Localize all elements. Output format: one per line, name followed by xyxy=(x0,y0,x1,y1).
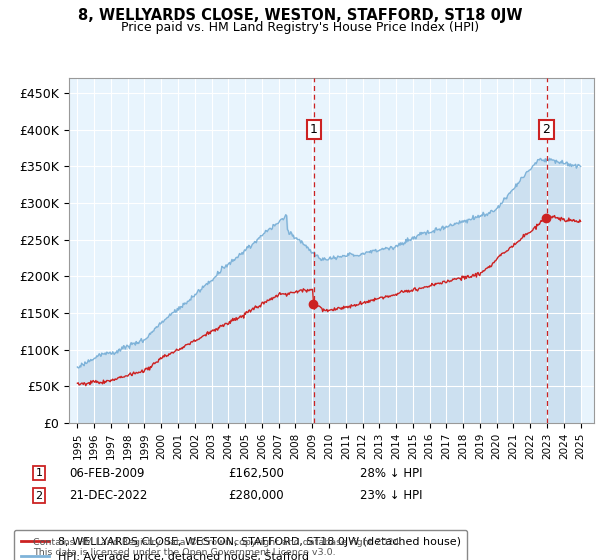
Text: £280,000: £280,000 xyxy=(228,489,284,502)
Text: 1: 1 xyxy=(35,468,43,478)
Text: 23% ↓ HPI: 23% ↓ HPI xyxy=(360,489,422,502)
Text: 2: 2 xyxy=(35,491,43,501)
Text: 28% ↓ HPI: 28% ↓ HPI xyxy=(360,466,422,480)
Text: 1: 1 xyxy=(310,123,317,136)
Text: 06-FEB-2009: 06-FEB-2009 xyxy=(69,466,145,480)
Text: £162,500: £162,500 xyxy=(228,466,284,480)
Text: 8, WELLYARDS CLOSE, WESTON, STAFFORD, ST18 0JW: 8, WELLYARDS CLOSE, WESTON, STAFFORD, ST… xyxy=(78,8,522,24)
Text: Price paid vs. HM Land Registry's House Price Index (HPI): Price paid vs. HM Land Registry's House … xyxy=(121,21,479,34)
Text: 21-DEC-2022: 21-DEC-2022 xyxy=(69,489,148,502)
Legend: 8, WELLYARDS CLOSE, WESTON, STAFFORD, ST18 0JW (detached house), HPI: Average pr: 8, WELLYARDS CLOSE, WESTON, STAFFORD, ST… xyxy=(14,530,467,560)
Text: Contains HM Land Registry data © Crown copyright and database right 2024.
This d: Contains HM Land Registry data © Crown c… xyxy=(33,538,403,557)
Text: 2: 2 xyxy=(542,123,550,136)
